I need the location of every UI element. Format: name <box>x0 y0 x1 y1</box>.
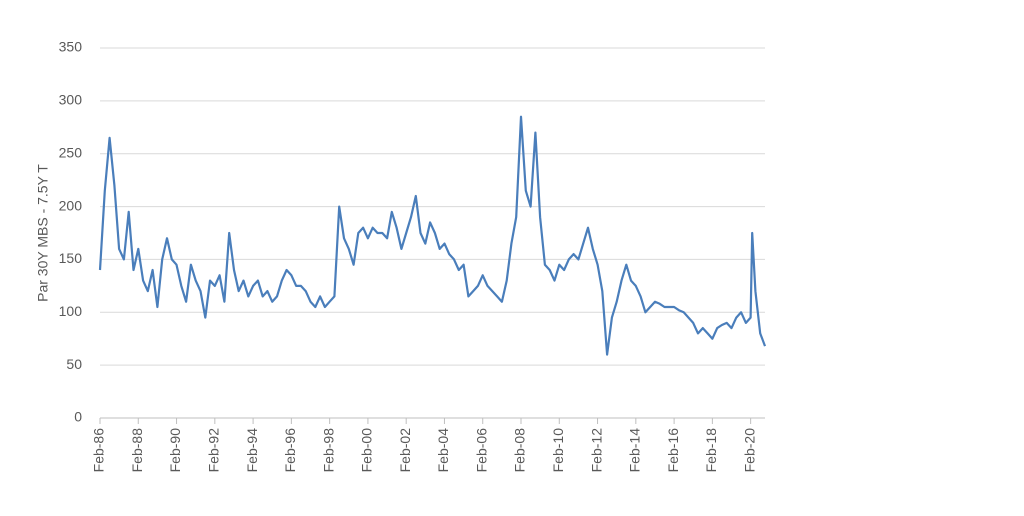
x-tick-label: Feb-98 <box>320 428 336 473</box>
y-tick-label: 50 <box>66 356 82 372</box>
y-tick-label: 250 <box>59 144 83 160</box>
x-tick-label: Feb-16 <box>665 428 681 473</box>
x-tick-label: Feb-14 <box>627 428 643 473</box>
x-tick-label: Feb-18 <box>703 428 719 473</box>
data-line <box>98 115 767 356</box>
y-tick-label: 200 <box>59 197 83 213</box>
y-axis-label: Par 30Y MBS - 7.5Y T <box>35 164 51 302</box>
x-tick-label: Feb-06 <box>473 428 489 473</box>
y-tick-label: 350 <box>59 39 83 55</box>
y-tick-label: 150 <box>59 250 83 266</box>
x-tick-label: Feb-94 <box>244 428 260 473</box>
x-tick-label: Feb-20 <box>741 428 757 473</box>
x-tick-label: Feb-96 <box>282 428 298 473</box>
x-tick-label: Feb-02 <box>397 428 413 473</box>
y-tick-label: 0 <box>74 409 82 425</box>
y-tick-label: 100 <box>59 303 83 319</box>
x-tick-label: Feb-86 <box>91 428 107 473</box>
x-tick-label: Feb-90 <box>167 428 183 473</box>
x-tick-label: Feb-88 <box>129 428 145 473</box>
y-tick-label: 300 <box>59 92 83 108</box>
x-tick-label: Feb-10 <box>550 428 566 473</box>
x-tick-label: Feb-12 <box>588 428 604 473</box>
x-tick-label: Feb-92 <box>206 428 222 473</box>
x-tick-label: Feb-00 <box>359 428 375 473</box>
x-tick-label: Feb-04 <box>435 428 451 473</box>
x-tick-label: Feb-08 <box>512 428 528 473</box>
